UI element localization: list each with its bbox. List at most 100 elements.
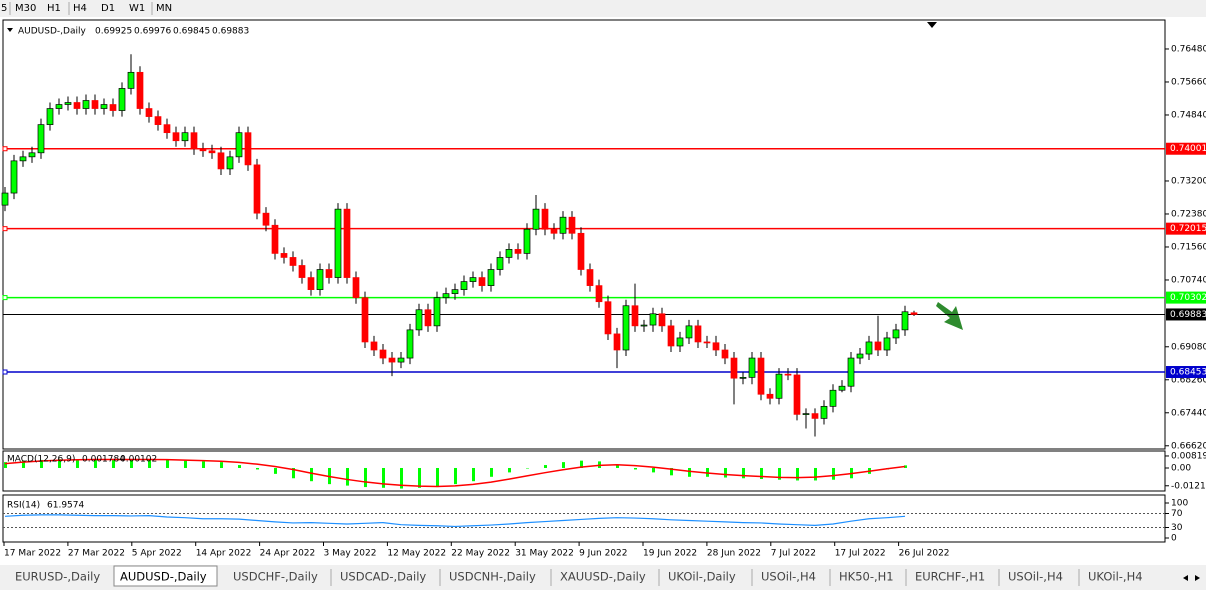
tab[interactable]: EURUSD-,Daily [15,570,100,584]
level-anchor [2,146,8,152]
tab[interactable]: USDCNH-,Daily [449,570,536,584]
level-label-bg [1166,222,1206,235]
candle-body [820,405,828,419]
candle-body [793,374,801,415]
candle-body [838,385,846,391]
tab-scroll-left[interactable] [1183,575,1188,581]
macd-bar [760,467,763,479]
candle-body [748,357,756,378]
candle-body [262,212,270,226]
timeframe-button[interactable]: H1 [47,3,61,14]
candle-body [1,192,9,206]
tab-scroll-right[interactable] [1195,575,1200,581]
y-tick-label: 100 [1171,499,1188,509]
candle-body [694,325,702,343]
y-tick-label: 0.66620 [1171,441,1206,451]
y-tick-label: 0.74840 [1171,110,1206,120]
macd-bar [904,465,907,468]
candle-body [631,305,639,327]
candle-body [883,337,891,351]
y-tick-label: 0.76480 [1171,44,1206,54]
tab[interactable]: XAUUSD-,Daily [560,570,646,584]
timeframe-button[interactable]: W1 [129,3,145,14]
macd-value: 0.001784 [82,455,125,465]
macd-bar [22,460,25,468]
last-price-bg [1166,308,1206,321]
candle-body [325,269,333,278]
candle-body [604,301,612,335]
timeframe-button[interactable]: M30 [15,3,36,14]
candle-body [397,357,405,363]
macd-bar [436,467,439,488]
active-tab[interactable]: AUDUSD-,Daily [120,570,207,584]
candle-body [307,277,315,290]
macd-bar [202,461,205,468]
tab[interactable]: UKOil-,Daily [668,570,736,584]
candle-body [901,311,909,331]
macd-bar [58,459,61,468]
macd-bar [670,467,673,476]
macd-bar [490,467,493,477]
candle-body [109,104,117,111]
tab[interactable]: USOil-,H4 [761,570,816,584]
candle-body [802,413,810,415]
candle-body [514,249,522,254]
candle-body [145,108,153,117]
x-tick-label: 7 Jul 2022 [771,549,816,559]
macd-bar [724,467,727,478]
candle-body [379,349,387,359]
x-tick-label: 27 Mar 2022 [68,549,125,559]
tab[interactable]: EURCHF-,H1 [915,570,985,584]
timeframe-button[interactable]: 5 [1,3,7,14]
macd-bar [400,467,403,489]
candle-body [55,104,63,109]
macd-bar [508,467,511,473]
timeframe-button[interactable]: D1 [101,3,115,14]
macd-bar [382,467,385,488]
timeframe-button[interactable]: MN [156,3,172,14]
candle-body [811,413,819,419]
rsi-value: 61.9574 [47,501,84,511]
candle-body [208,150,216,154]
tab[interactable]: USDCAD-,Daily [340,570,426,584]
candle-body [874,341,882,351]
candle-body [163,124,171,134]
tab[interactable]: HK50-,H1 [839,570,894,584]
candle-body [523,228,531,254]
candle-body [73,102,81,109]
macd-signal [4,458,906,488]
candle-body [541,208,549,230]
active-tab-bg [113,565,218,587]
rsi-label: RSI(14) [7,501,40,511]
x-tick-label: 17 Mar 2022 [4,549,61,559]
level-anchor [2,226,8,232]
ohlc-value: 0.69883 [212,27,249,37]
candle-body [775,373,783,399]
level-label: 0.72015 [1170,224,1206,234]
candle-body [586,269,594,286]
tab[interactable]: USDCHF-,Daily [233,570,318,584]
candle-body [235,132,243,158]
candle-body [217,152,225,170]
candle-body [730,357,738,379]
macd-bar [634,467,637,470]
candle-body [406,329,414,359]
candle-body [847,357,855,387]
y-tick-label: 0.70740 [1171,275,1206,285]
macd-bar [742,467,745,479]
candle-body [622,305,630,351]
tab[interactable]: USOil-,H4 [1008,570,1063,584]
candle-body [595,285,603,303]
tab[interactable]: UKOil-,H4 [1088,570,1143,584]
candle-body [244,132,252,166]
ohlc-value: 0.69976 [134,27,171,37]
timeframe-button[interactable]: H4 [73,3,87,14]
candle-body [856,353,864,359]
candle-body [505,249,513,258]
y-tick-label: 0.71560 [1171,242,1206,252]
trend-arrow [936,302,963,330]
macd-bar [364,467,367,488]
macd-bar [652,467,655,473]
candle-body [451,289,459,295]
